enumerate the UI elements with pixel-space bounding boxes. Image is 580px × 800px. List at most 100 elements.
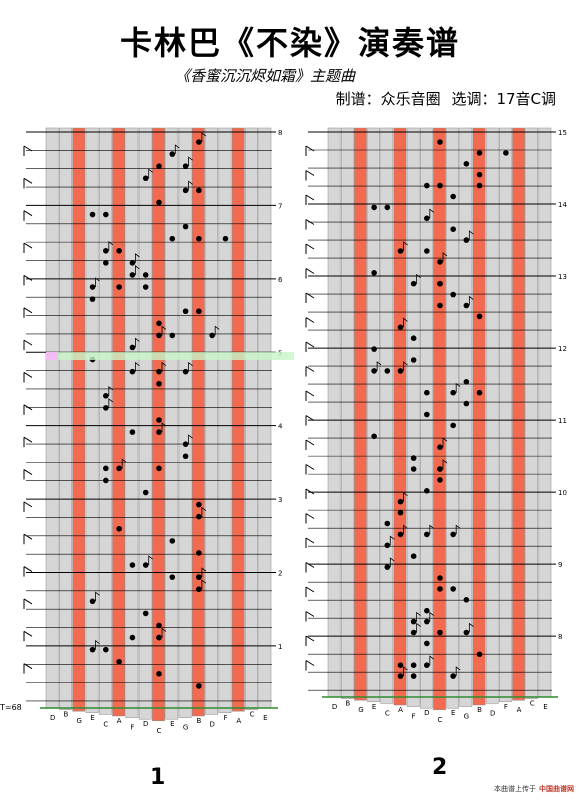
rhythm-flag	[305, 219, 315, 230]
note-dot	[410, 662, 417, 668]
key-label: C	[438, 716, 443, 724]
note-dot	[397, 673, 404, 679]
page-number-2: 2	[432, 755, 448, 780]
tine	[205, 127, 219, 715]
measure-number: 8	[278, 129, 282, 137]
note-dot	[182, 223, 189, 230]
note-dot	[182, 453, 189, 460]
measure-number: 15	[558, 129, 567, 137]
rhythm-flag	[23, 274, 33, 286]
tine	[340, 127, 354, 699]
note-dot	[196, 550, 202, 556]
rhythm-flag	[23, 145, 33, 156]
note-stem	[108, 386, 114, 396]
tine	[446, 127, 460, 709]
note-dot	[437, 302, 443, 309]
rhythm-flag	[305, 366, 315, 377]
key-label: C	[103, 720, 108, 728]
key-label: E	[543, 703, 547, 711]
note-stem	[468, 230, 474, 241]
note-stem	[416, 273, 421, 284]
note-dot	[397, 324, 404, 331]
note-stem	[403, 666, 408, 677]
note-dot	[424, 248, 430, 254]
note-stem	[201, 579, 207, 590]
note-dot	[476, 313, 483, 320]
rhythm-flag	[23, 339, 33, 351]
note-dot	[169, 538, 176, 544]
note-dot	[437, 575, 443, 581]
note-stem	[403, 241, 408, 251]
tine	[72, 127, 86, 712]
note-dot	[129, 368, 136, 375]
note-dot	[397, 368, 404, 374]
rhythm-flag	[23, 372, 33, 383]
measure-number: 3	[278, 496, 282, 504]
note-dot	[424, 662, 430, 668]
note-dot	[129, 562, 136, 568]
note-dot	[463, 379, 470, 385]
rhythm-flag	[305, 243, 315, 254]
note-dot	[196, 574, 202, 580]
rhythm-flag	[305, 537, 315, 548]
note-dot	[437, 444, 443, 451]
note-dot	[397, 248, 404, 254]
measure-number: 11	[558, 417, 567, 425]
note-stem	[442, 459, 448, 469]
note-dot	[450, 193, 456, 200]
tine	[472, 127, 486, 706]
note-dot	[156, 163, 162, 169]
key-label: G	[183, 724, 188, 732]
key-label: C	[530, 700, 535, 708]
tine	[354, 127, 367, 701]
note-dot	[169, 235, 176, 242]
key-label: D	[332, 703, 337, 711]
note-dot	[196, 683, 202, 689]
note-stem	[455, 524, 461, 535]
note-dot	[196, 513, 202, 520]
note-dot	[384, 204, 391, 211]
note-dot	[156, 465, 162, 472]
note-dot	[424, 411, 430, 418]
note-dot	[116, 465, 122, 472]
rhythm-flag	[305, 292, 315, 303]
note-dot	[397, 498, 404, 505]
tine	[98, 127, 112, 715]
note-dot	[463, 629, 470, 636]
rhythm-flag	[305, 660, 315, 671]
note-stem	[148, 555, 153, 566]
note-dot	[410, 335, 417, 342]
rhythm-flag	[23, 630, 33, 642]
key-label: F	[412, 713, 416, 721]
note-dot	[424, 531, 430, 538]
note-stem	[135, 337, 140, 348]
note-stem	[121, 458, 127, 469]
note-stem	[442, 252, 448, 262]
rhythm-flag	[305, 390, 315, 401]
note-dot	[156, 320, 162, 327]
highlight-marker	[46, 352, 58, 360]
note-dot	[371, 270, 377, 276]
note-stem	[201, 132, 207, 142]
note-dot	[116, 284, 122, 290]
key-label: A	[117, 717, 122, 725]
note-dot	[156, 368, 162, 375]
note-dot	[156, 199, 162, 206]
note-dot	[424, 389, 430, 396]
key-label: G	[358, 706, 363, 714]
key-label: B	[64, 711, 69, 719]
tine	[393, 127, 407, 706]
key-label: E	[170, 720, 174, 728]
note-dot	[129, 429, 136, 435]
note-dot	[116, 525, 122, 532]
note-dot	[129, 272, 136, 278]
credit-line: 制谱：众乐音圈 选调：17音C调	[330, 88, 556, 109]
rhythm-flag	[305, 341, 315, 352]
note-dot	[437, 280, 443, 287]
note-dot	[424, 488, 430, 494]
footer-text: 本曲谱上传于	[494, 785, 536, 793]
note-dot	[476, 171, 483, 178]
note-stem	[95, 591, 100, 602]
rhythm-flag	[305, 586, 315, 597]
tine	[165, 127, 179, 720]
